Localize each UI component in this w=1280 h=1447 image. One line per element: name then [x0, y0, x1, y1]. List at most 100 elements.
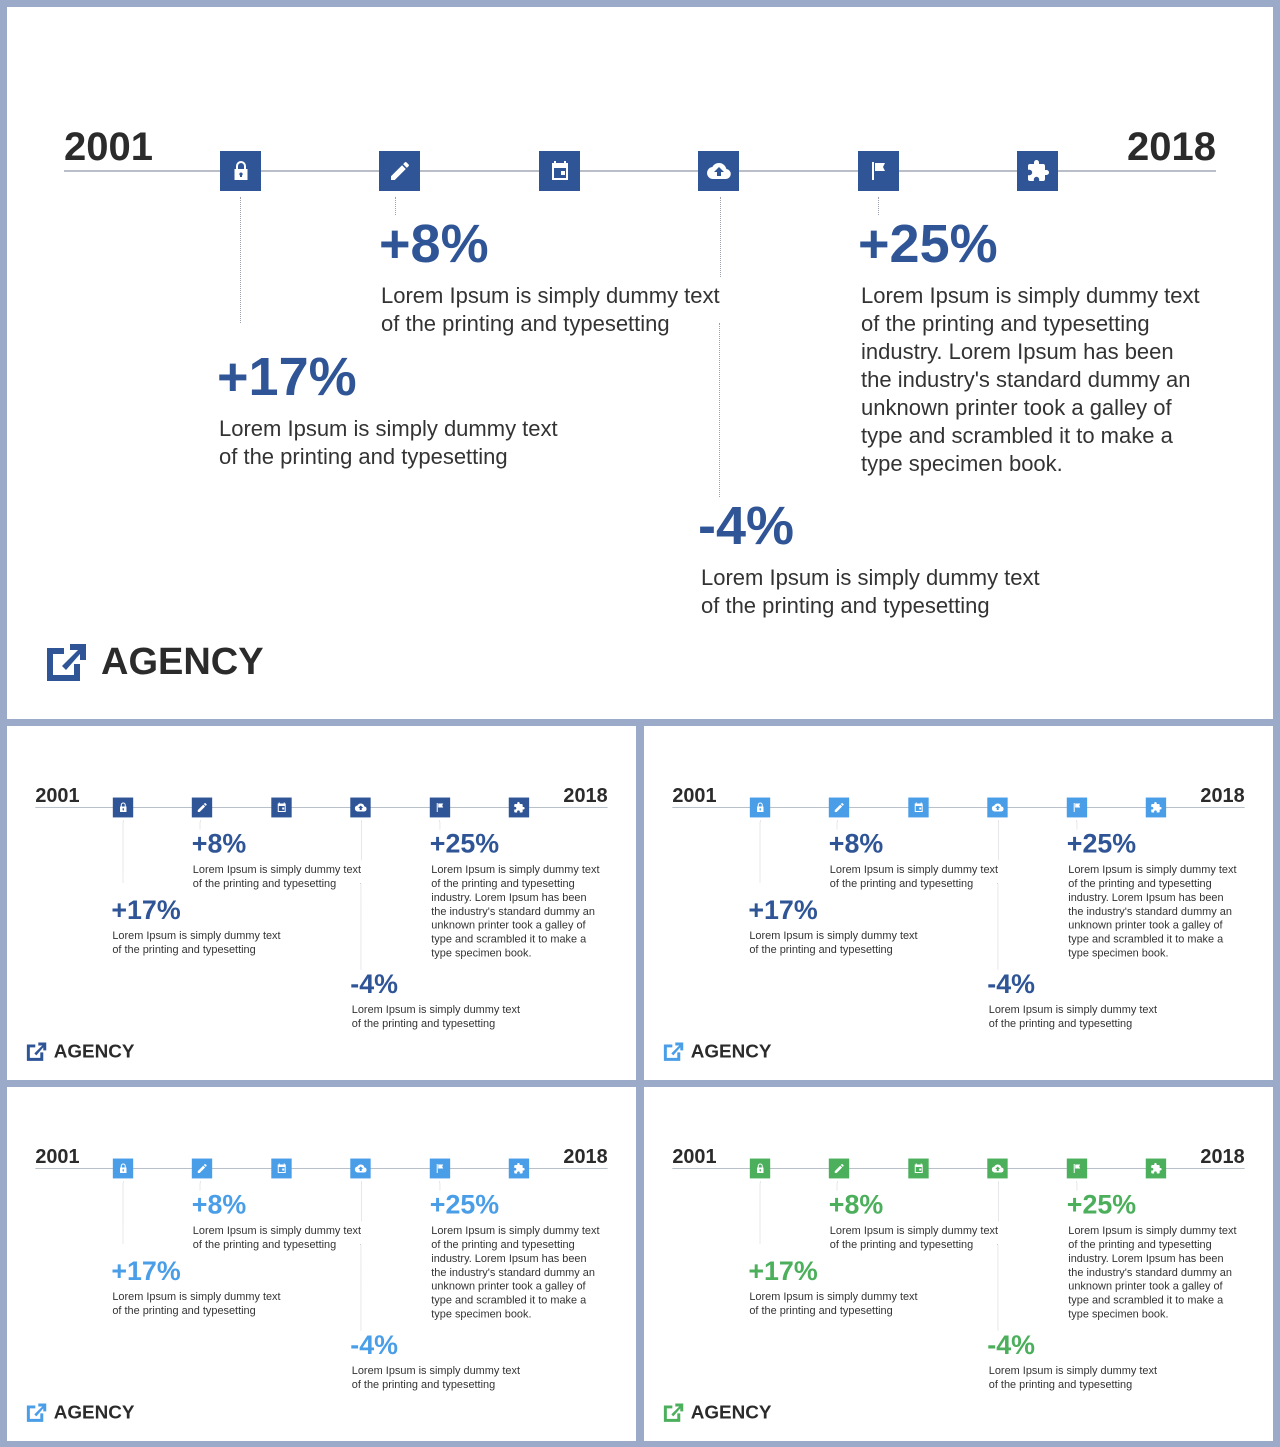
lock-icon	[749, 797, 771, 818]
agency-logo-icon	[663, 1042, 684, 1061]
brand-name: AGENCY	[101, 641, 264, 683]
connector-17	[240, 197, 241, 323]
stat-description: Lorem Ipsum is simply dummy text of the p…	[219, 416, 558, 469]
stat-value: +8%	[191, 1189, 247, 1220]
stat-value: +17%	[748, 1255, 818, 1286]
end-year: 2018	[1200, 1145, 1245, 1168]
end-year: 2018	[563, 1145, 608, 1168]
pencil-icon	[828, 1158, 850, 1179]
stat-description: Lorem Ipsum is simply dummy text of the p…	[988, 1364, 1158, 1391]
brand-name: AGENCY	[690, 1401, 772, 1423]
stat-value: +8%	[191, 828, 247, 859]
start-year: 2001	[35, 1145, 80, 1168]
pencil-icon	[191, 1158, 213, 1179]
stat-description: Lorem Ipsum is simply dummy text of the p…	[829, 863, 999, 890]
cloud-upload-icon	[698, 151, 739, 191]
agency-logo-icon	[47, 644, 86, 681]
stat-value: -4%	[350, 1329, 398, 1360]
connector-8	[395, 197, 396, 215]
stat-description: Lorem Ipsum is simply dummy text of the p…	[988, 1003, 1158, 1030]
stat-description: Lorem Ipsum is simply dummy text of the …	[431, 1224, 600, 1320]
stat-value: +17%	[748, 894, 818, 925]
pencil-icon	[828, 797, 850, 818]
cloud-upload-icon	[987, 1158, 1008, 1179]
flag-icon	[1066, 1158, 1088, 1179]
slide-variant-sky-blue: 2001 2018 +17% Lorem Ipsum is simply dum…	[7, 1087, 636, 1441]
start-year: 2001	[672, 1145, 717, 1168]
flag-icon	[429, 1158, 451, 1179]
stat-value: +17%	[111, 894, 181, 925]
puzzle-icon	[1145, 1158, 1167, 1179]
start-year: 2001	[35, 784, 80, 807]
agency-logo-icon	[663, 1403, 684, 1422]
stat-value: +17%	[217, 347, 357, 407]
timeline-axis	[64, 170, 1216, 172]
end-year: 2018	[1200, 784, 1245, 807]
stat-description: Lorem Ipsum is simply dummy text of the p…	[351, 1364, 521, 1391]
stat-description: Lorem Ipsum is simply dummy text of the p…	[749, 929, 918, 956]
stat-value: +8%	[379, 214, 489, 274]
stat-description: Lorem Ipsum is simply dummy text of the p…	[381, 283, 720, 336]
stat-value: +25%	[1066, 1189, 1137, 1220]
calendar-icon	[539, 151, 580, 191]
pencil-icon	[379, 151, 420, 191]
stat-description: Lorem Ipsum is simply dummy text of the p…	[701, 565, 1040, 618]
stat-description: Lorem Ipsum is simply dummy text of the …	[861, 283, 1200, 476]
lock-icon	[112, 1158, 134, 1179]
puzzle-icon	[1017, 151, 1058, 191]
flag-icon	[1066, 797, 1088, 818]
stat-description: Lorem Ipsum is simply dummy text of the p…	[351, 1003, 521, 1030]
calendar-icon	[271, 797, 292, 818]
stat-description: Lorem Ipsum is simply dummy text of the p…	[829, 1224, 999, 1251]
cloud-upload-icon	[350, 1158, 371, 1179]
connector-4-upper	[720, 197, 721, 277]
lock-icon	[112, 797, 134, 818]
stat-description: Lorem Ipsum is simply dummy text of the p…	[112, 1290, 281, 1317]
puzzle-icon	[508, 797, 530, 818]
stat-value: +25%	[429, 1189, 500, 1220]
connector-4-lower	[719, 323, 720, 497]
end-year: 2018	[563, 784, 608, 807]
slide-variant-dark: 2001 2018 +17% Lorem Ipsum is simply dum…	[7, 726, 636, 1080]
start-year: 2001	[64, 125, 153, 169]
timeline-axis	[672, 1167, 1245, 1169]
stat-value: -4%	[350, 968, 398, 999]
flag-icon	[429, 797, 451, 818]
stat-value: +25%	[858, 214, 998, 274]
stat-description: Lorem Ipsum is simply dummy text of the p…	[192, 1224, 362, 1251]
stat-description: Lorem Ipsum is simply dummy text of the …	[431, 863, 600, 959]
stat-value: +8%	[828, 828, 884, 859]
stat-description: Lorem Ipsum is simply dummy text of the p…	[749, 1290, 918, 1317]
puzzle-icon	[1145, 797, 1167, 818]
stat-value: +25%	[429, 828, 500, 859]
stat-value: +25%	[1066, 828, 1137, 859]
stat-description: Lorem Ipsum is simply dummy text of the p…	[112, 929, 281, 956]
connector-25	[878, 197, 879, 215]
puzzle-icon	[508, 1158, 530, 1179]
stat-value: -4%	[698, 496, 795, 556]
slide-variant-light-blue: 2001 2018 +17% Lorem Ipsum is simply dum…	[644, 726, 1273, 1080]
agency-logo-icon	[26, 1042, 47, 1061]
calendar-icon	[908, 1158, 929, 1179]
cloud-upload-icon	[987, 797, 1008, 818]
calendar-icon	[271, 1158, 292, 1179]
stat-description: Lorem Ipsum is simply dummy text of the …	[1068, 863, 1237, 959]
calendar-icon	[908, 797, 929, 818]
lock-icon	[220, 151, 261, 191]
lock-icon	[749, 1158, 771, 1179]
timeline-axis	[672, 806, 1245, 808]
stat-description: Lorem Ipsum is simply dummy text of the p…	[192, 863, 362, 890]
stat-value: -4%	[987, 1329, 1035, 1360]
timeline-axis	[35, 1167, 608, 1169]
brand-name: AGENCY	[690, 1040, 772, 1062]
end-year: 2018	[1127, 125, 1216, 169]
pencil-icon	[191, 797, 213, 818]
stat-value: +8%	[828, 1189, 884, 1220]
cloud-upload-icon	[350, 797, 371, 818]
stat-value: -4%	[987, 968, 1035, 999]
agency-logo-icon	[26, 1403, 47, 1422]
start-year: 2001	[672, 784, 717, 807]
flag-icon	[858, 151, 899, 191]
brand-name: AGENCY	[53, 1401, 135, 1423]
stat-value: +17%	[111, 1255, 181, 1286]
